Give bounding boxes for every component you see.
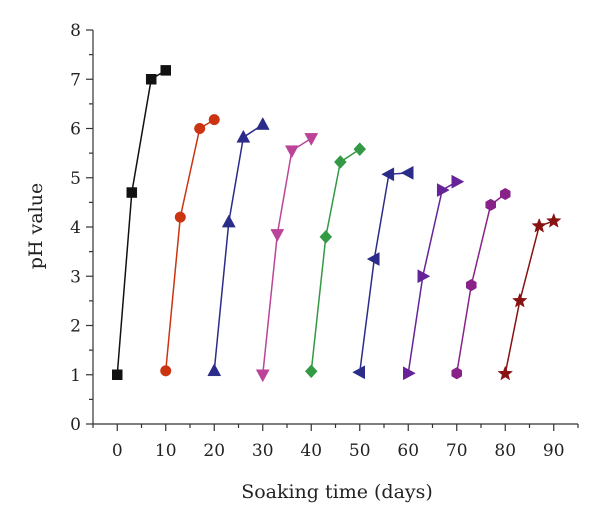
x-tick-label: 40 bbox=[300, 441, 322, 461]
series-8 bbox=[451, 187, 511, 380]
series-6 bbox=[352, 165, 414, 380]
x-tick-label: 0 bbox=[112, 441, 123, 461]
y-tick-label: 4 bbox=[70, 218, 81, 238]
data-point-circle bbox=[174, 211, 186, 223]
data-point-triangle-down bbox=[270, 229, 285, 242]
data-point-diamond bbox=[334, 155, 347, 169]
y-tick-label: 2 bbox=[70, 317, 81, 337]
x-axis-title: Soaking time (days) bbox=[241, 481, 433, 503]
data-point-square bbox=[112, 369, 123, 380]
series-line bbox=[407, 181, 458, 374]
y-axis-title: pH value bbox=[25, 183, 47, 269]
x-tick-label: 70 bbox=[446, 441, 468, 461]
data-point-triangle-right bbox=[417, 269, 431, 284]
series-line bbox=[456, 193, 506, 374]
data-point-triangle-up bbox=[221, 214, 236, 228]
series-2 bbox=[160, 114, 220, 377]
series-layer bbox=[112, 65, 562, 383]
data-point-triangle-down bbox=[304, 133, 319, 146]
series-4 bbox=[255, 133, 319, 383]
series-7 bbox=[403, 174, 465, 381]
data-point-hexagon bbox=[451, 367, 463, 380]
data-point-star bbox=[512, 292, 528, 308]
data-point-triangle-down bbox=[284, 145, 299, 159]
y-tick-label: 0 bbox=[70, 415, 81, 435]
series-5 bbox=[304, 142, 367, 379]
data-point-hexagon bbox=[485, 198, 496, 211]
y-tick-label: 7 bbox=[70, 70, 81, 90]
data-point-square bbox=[160, 65, 171, 76]
y-tick-label: 3 bbox=[70, 267, 81, 287]
data-point-diamond bbox=[304, 364, 318, 379]
x-tick-label: 20 bbox=[203, 441, 225, 461]
data-point-triangle-up bbox=[255, 117, 270, 130]
series-1 bbox=[112, 65, 171, 380]
data-point-star bbox=[497, 365, 514, 381]
data-point-triangle-right bbox=[451, 174, 465, 189]
y-tick-label: 5 bbox=[70, 169, 81, 189]
x-tick-label: 50 bbox=[349, 441, 371, 461]
data-point-hexagon bbox=[499, 187, 511, 201]
data-point-circle bbox=[194, 122, 206, 135]
series-line bbox=[213, 123, 264, 371]
data-point-star bbox=[531, 217, 547, 233]
data-point-triangle-left bbox=[366, 252, 380, 266]
series-line bbox=[116, 69, 167, 375]
series-line bbox=[359, 172, 409, 373]
data-point-triangle-left bbox=[352, 365, 365, 380]
data-point-triangle-right bbox=[403, 366, 416, 381]
x-tick-label: 10 bbox=[155, 441, 177, 461]
x-tick-label: 30 bbox=[252, 441, 274, 461]
data-point-triangle-left bbox=[400, 165, 414, 180]
y-tick-label: 1 bbox=[70, 366, 81, 386]
data-point-triangle-left bbox=[381, 167, 395, 182]
series-3 bbox=[207, 117, 270, 377]
series-9 bbox=[497, 212, 562, 381]
data-point-square bbox=[126, 187, 138, 198]
series-line bbox=[504, 220, 554, 374]
x-tick-label: 90 bbox=[543, 441, 565, 461]
y-tick-label: 6 bbox=[70, 120, 81, 140]
data-point-triangle-down bbox=[255, 369, 270, 383]
data-point-triangle-up bbox=[236, 129, 251, 143]
data-point-hexagon bbox=[466, 279, 477, 292]
data-point-diamond bbox=[353, 142, 367, 157]
data-point-star bbox=[545, 212, 562, 228]
data-point-circle bbox=[208, 114, 220, 126]
x-tick-label: 60 bbox=[397, 441, 419, 461]
data-point-triangle-up bbox=[207, 363, 222, 377]
series-line bbox=[262, 137, 312, 375]
y-tick-label: 8 bbox=[70, 21, 81, 41]
x-tick-label: 80 bbox=[494, 441, 516, 461]
series-line bbox=[310, 148, 361, 372]
data-point-triangle-right bbox=[436, 183, 450, 197]
data-point-diamond bbox=[319, 229, 333, 244]
data-point-circle bbox=[160, 365, 172, 377]
series-line bbox=[165, 118, 215, 371]
data-point-square bbox=[145, 74, 157, 85]
